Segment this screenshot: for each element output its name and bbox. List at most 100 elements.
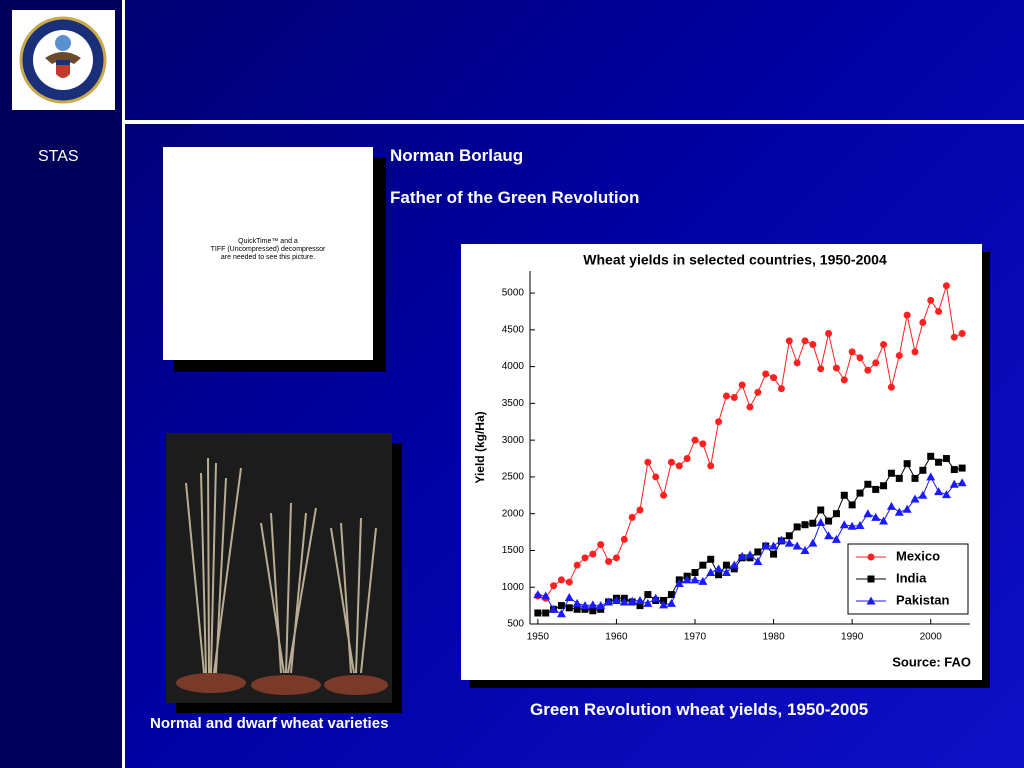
marker [667, 458, 675, 466]
marker [534, 609, 542, 617]
marker [682, 575, 692, 584]
marker [722, 561, 730, 569]
marker [651, 593, 661, 602]
placeholder-line: TIFF (Uncompressed) decompressor [210, 246, 326, 253]
marker [872, 359, 880, 367]
marker [730, 565, 738, 573]
marker [722, 392, 730, 400]
marker [911, 474, 919, 482]
marker [581, 554, 589, 562]
x-tick-label: 1970 [684, 632, 707, 643]
marker [950, 466, 958, 474]
wheat-photo [166, 433, 392, 703]
placeholder-image: QuickTime™ and a TIFF (Uncompressed) dec… [163, 147, 373, 360]
marker [770, 550, 778, 558]
marker [597, 605, 605, 613]
marker [666, 598, 676, 607]
y-tick-label: 3500 [502, 398, 525, 409]
marker [840, 376, 848, 384]
marker [769, 541, 779, 550]
marker [573, 605, 581, 613]
marker [738, 381, 746, 389]
marker [557, 576, 565, 584]
marker [793, 523, 801, 531]
marker [902, 504, 912, 513]
subheading: Father of the Green Revolution [390, 188, 640, 207]
marker [863, 509, 873, 518]
marker [895, 352, 903, 360]
marker [867, 553, 875, 561]
marker [549, 604, 559, 613]
marker [580, 601, 590, 610]
marker [903, 311, 911, 319]
marker [809, 519, 817, 527]
sidebar [0, 0, 122, 768]
x-tick-label: 1950 [527, 632, 550, 643]
marker [572, 598, 582, 607]
y-tick-label: 4500 [502, 324, 525, 335]
marker [698, 576, 708, 585]
marker [935, 307, 943, 315]
marker [784, 538, 794, 547]
chart-title: Wheat yields in selected countries, 1950… [583, 252, 887, 268]
x-tick-label: 1980 [762, 632, 785, 643]
marker [942, 282, 950, 290]
marker [895, 474, 903, 482]
marker [690, 575, 700, 584]
marker [674, 579, 684, 588]
horizontal-rule [122, 120, 1024, 124]
marker [589, 607, 597, 615]
y-tick-label: 1500 [502, 545, 525, 556]
marker [565, 604, 573, 612]
marker [919, 318, 927, 326]
marker [542, 609, 550, 617]
y-tick-label: 2500 [502, 472, 525, 483]
marker [864, 480, 872, 488]
marker [707, 462, 715, 470]
marker [737, 551, 747, 560]
marker [927, 296, 935, 304]
marker [926, 472, 936, 481]
marker [691, 436, 699, 444]
marker [856, 354, 864, 362]
marker [628, 513, 636, 521]
source-note: Source: FAO [892, 654, 971, 669]
marker [879, 516, 889, 525]
marker [856, 489, 864, 497]
marker [809, 341, 817, 349]
marker [840, 491, 848, 499]
marker [659, 600, 669, 609]
marker [887, 383, 895, 391]
legend-label: India [896, 570, 927, 585]
marker [715, 418, 723, 426]
y-axis-label: Yield (kg/Ha) [473, 411, 487, 483]
marker [612, 554, 620, 562]
photo-caption: Normal and dwarf wheat varieties [150, 715, 389, 732]
vertical-rule [122, 0, 125, 768]
marker [941, 490, 951, 499]
marker [699, 440, 707, 448]
marker [754, 548, 762, 556]
marker [730, 393, 738, 401]
marker [911, 348, 919, 356]
marker [691, 569, 699, 577]
chart-caption: Green Revolution wheat yields, 1950-2005 [530, 700, 869, 719]
section-label: STAS [38, 148, 79, 165]
marker [667, 591, 675, 599]
marker [777, 385, 785, 393]
marker [825, 330, 833, 338]
marker [643, 598, 653, 607]
y-tick-label: 500 [507, 619, 524, 630]
marker [620, 535, 628, 543]
marker [604, 597, 614, 606]
marker [761, 541, 771, 550]
marker [557, 602, 565, 610]
marker [801, 521, 809, 529]
marker [816, 518, 826, 527]
wheat-drawing [176, 457, 388, 695]
legend: Mexico India Pakistan [847, 543, 969, 615]
marker [800, 545, 810, 554]
marker [564, 593, 574, 602]
placeholder-line: are needed to see this picture. [220, 254, 316, 261]
